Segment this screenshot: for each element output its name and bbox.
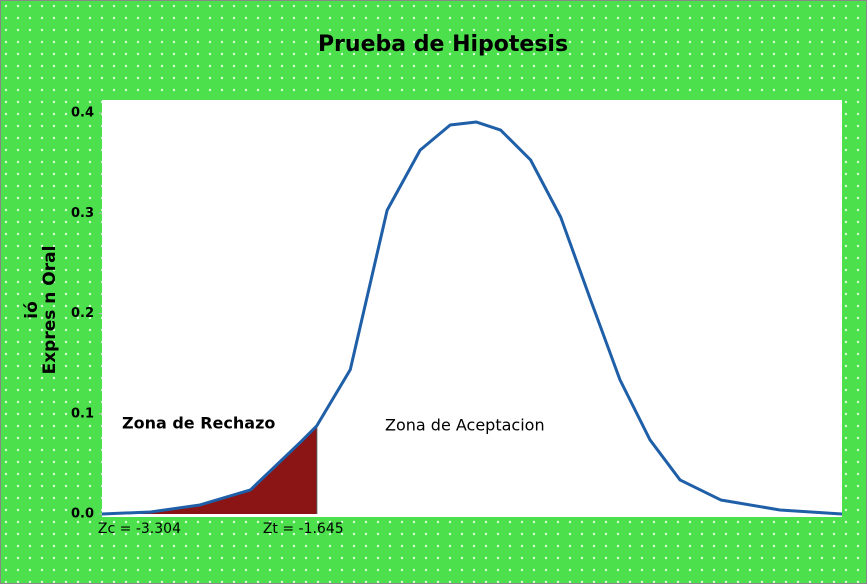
y-tick-label: 0.0: [71, 507, 94, 522]
y-tick-label: 0.3: [71, 206, 94, 221]
y-tick-label: 0.4: [71, 106, 94, 121]
rejection-area: [102, 425, 317, 514]
critical-value-label: Zc = -3.304: [98, 521, 181, 537]
chart-title: Prueba de Hipotesis: [318, 32, 568, 57]
density-curve: [101, 120, 843, 516]
y-tick-label: 0.1: [71, 406, 94, 421]
zone-label: Zona de Rechazo: [122, 414, 275, 433]
plot-area: [102, 100, 842, 517]
y-tick-label: 0.2: [71, 306, 94, 321]
zone-label: Zona de Aceptacion: [385, 416, 545, 435]
plot: 0.0 0.1 0.2 0.3 0.4 Zc = -3.304 Zt = -1.645 Zon…: [71, 106, 843, 537]
critical-value-label: Zt = -1.645: [263, 521, 344, 537]
y-axis-label: ió: [22, 301, 42, 319]
y-axis-label: Expres n Oral: [40, 246, 60, 375]
